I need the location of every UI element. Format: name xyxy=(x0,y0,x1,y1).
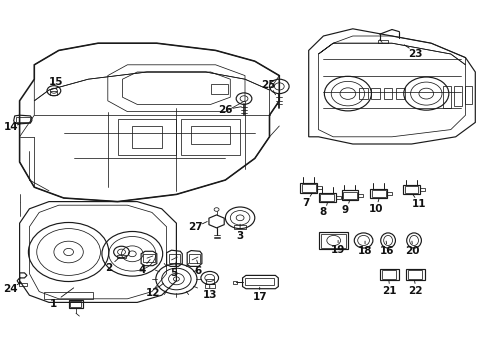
Bar xyxy=(420,188,425,191)
Text: 15: 15 xyxy=(49,77,64,87)
Text: 14: 14 xyxy=(3,122,18,132)
Text: 1: 1 xyxy=(50,299,57,309)
Bar xyxy=(321,234,346,248)
Bar xyxy=(359,88,368,99)
Text: 22: 22 xyxy=(408,285,423,296)
Text: 27: 27 xyxy=(188,222,202,232)
Bar xyxy=(117,255,126,258)
Text: 19: 19 xyxy=(331,245,345,255)
Bar xyxy=(380,269,399,280)
Bar xyxy=(181,119,240,155)
Bar xyxy=(234,225,246,229)
Text: 24: 24 xyxy=(3,284,18,294)
Text: 2: 2 xyxy=(105,263,112,273)
Bar xyxy=(205,284,215,288)
Bar xyxy=(454,86,462,106)
Bar xyxy=(343,192,357,199)
Text: 3: 3 xyxy=(237,231,244,241)
Bar xyxy=(50,91,57,95)
Bar xyxy=(143,254,155,262)
Bar xyxy=(69,300,83,308)
Bar xyxy=(302,184,316,192)
Text: 12: 12 xyxy=(146,288,160,298)
Text: 25: 25 xyxy=(261,80,276,90)
Bar xyxy=(396,88,405,99)
Text: 26: 26 xyxy=(218,105,233,115)
Bar xyxy=(406,269,425,280)
Bar xyxy=(382,270,396,279)
Bar xyxy=(189,254,200,263)
Bar xyxy=(319,193,336,202)
Text: 18: 18 xyxy=(358,246,372,256)
Bar xyxy=(408,270,422,279)
Bar xyxy=(245,278,274,285)
Bar xyxy=(371,88,380,99)
Text: 9: 9 xyxy=(342,205,349,215)
Bar xyxy=(70,301,81,307)
Bar xyxy=(336,196,341,199)
Bar xyxy=(233,281,237,284)
Bar xyxy=(403,185,420,194)
Text: 21: 21 xyxy=(382,285,397,296)
Bar xyxy=(387,192,392,195)
Bar xyxy=(300,183,318,193)
Bar xyxy=(16,117,30,122)
Bar xyxy=(132,126,162,148)
Bar xyxy=(169,254,180,263)
Text: 23: 23 xyxy=(408,49,423,59)
Text: 16: 16 xyxy=(380,246,394,256)
Bar xyxy=(211,84,228,94)
Text: 20: 20 xyxy=(405,246,420,256)
Bar xyxy=(191,126,230,144)
Text: 13: 13 xyxy=(202,290,217,300)
Bar xyxy=(378,40,388,43)
Text: 11: 11 xyxy=(412,199,426,210)
Bar xyxy=(443,86,451,108)
Bar xyxy=(320,194,334,201)
Text: 5: 5 xyxy=(171,267,177,278)
Bar xyxy=(206,279,214,284)
Bar xyxy=(342,190,358,200)
Bar xyxy=(358,194,363,197)
Bar xyxy=(370,189,387,198)
Bar xyxy=(384,88,392,99)
Bar xyxy=(405,186,418,193)
Bar xyxy=(19,283,27,286)
Bar xyxy=(318,186,322,189)
Bar xyxy=(44,292,93,299)
Text: 7: 7 xyxy=(302,198,310,208)
Text: 6: 6 xyxy=(195,266,202,276)
Text: 10: 10 xyxy=(369,204,384,214)
Bar xyxy=(465,86,472,104)
Bar xyxy=(319,232,348,249)
Text: 17: 17 xyxy=(252,292,267,302)
Text: 8: 8 xyxy=(320,207,327,217)
Bar xyxy=(118,119,176,155)
Text: 4: 4 xyxy=(138,265,146,275)
Bar xyxy=(372,190,386,197)
